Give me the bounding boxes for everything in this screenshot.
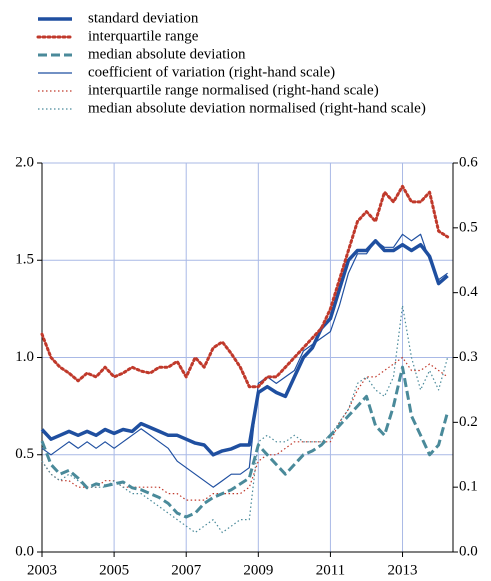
x-tick-label: 2007 (171, 562, 202, 578)
series-line (40, 184, 450, 389)
y-tick-label: 1.5 (15, 252, 34, 268)
x-tick-label: 2003 (27, 562, 57, 578)
legend-label: interquartile range normalised (right-ha… (88, 82, 379, 98)
series-line (40, 239, 449, 457)
y-tick-label: 0.0 (15, 543, 34, 559)
series-line (41, 356, 448, 501)
y-tick-label: 2.0 (15, 154, 34, 170)
legend-label: median absolute deviation (88, 46, 246, 62)
series-line (41, 305, 449, 534)
x-tick-label: 2005 (99, 562, 129, 578)
y2-tick-label: 0.0 (459, 543, 478, 559)
y2-tick-label: 0.1 (459, 479, 478, 495)
y-tick-label: 1.0 (15, 349, 34, 365)
y2-tick-label: 0.3 (459, 349, 478, 365)
x-tick-label: 2013 (388, 562, 418, 578)
series-line (40, 365, 450, 519)
x-tick-label: 2011 (316, 562, 345, 578)
y2-tick-label: 0.6 (459, 154, 478, 170)
y2-tick-label: 0.4 (459, 284, 478, 300)
legend-label: interquartile range (88, 28, 199, 44)
y2-tick-label: 0.2 (459, 414, 478, 430)
legend-label: median absolute deviation normalised (ri… (88, 100, 426, 116)
legend-label: standard deviation (88, 10, 199, 26)
legend-label: coefficient of variation (right-hand sca… (88, 64, 335, 80)
y2-tick-label: 0.5 (459, 219, 478, 235)
x-tick-label: 2009 (243, 562, 273, 578)
y-tick-label: 0.5 (15, 446, 34, 462)
